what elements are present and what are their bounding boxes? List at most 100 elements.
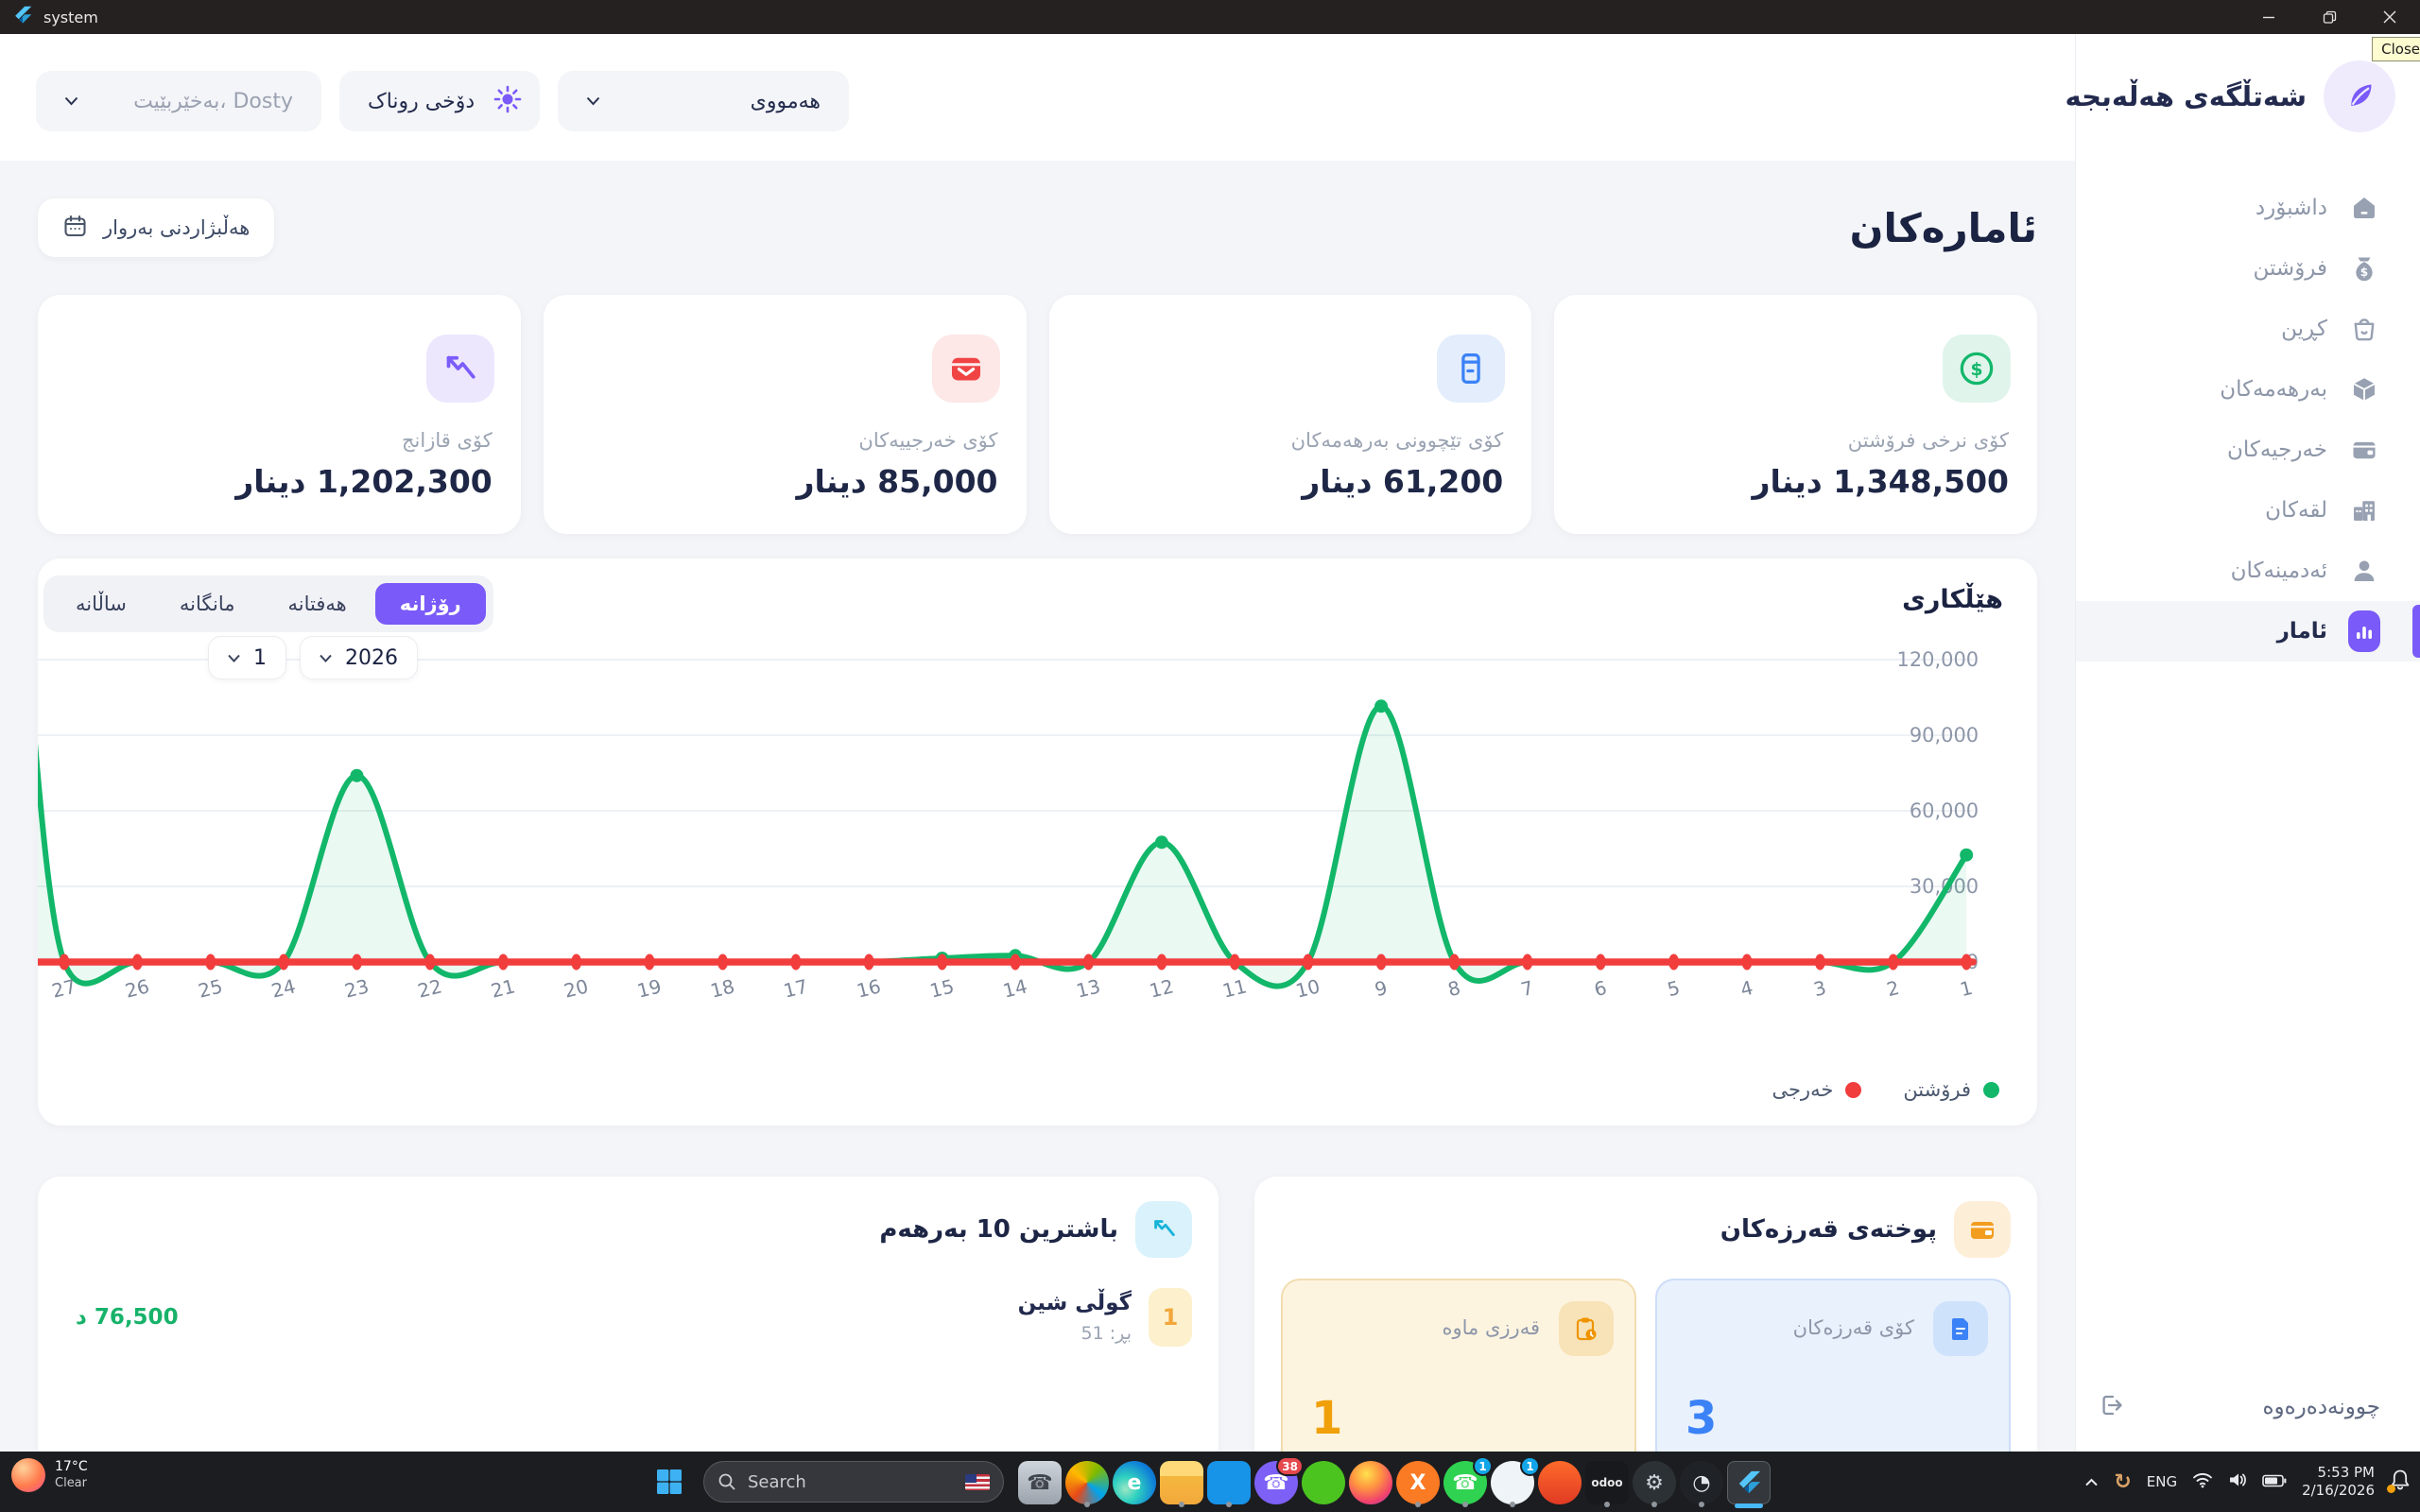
- main-content: ئامارەکان هەڵبژاردنی بەروار $ کۆی نرخی ف…: [0, 161, 2075, 1452]
- sidebar-item-admins[interactable]: ئەدمینەکان: [2076, 541, 2420, 601]
- taskbar-app-clock-app[interactable]: ◔: [1678, 1453, 1725, 1510]
- sidebar-item-stats[interactable]: ئامار: [2076, 601, 2420, 662]
- branch-filter-dropdown[interactable]: هەمووی: [558, 71, 849, 131]
- taskbar-app-whatsapp[interactable]: ☎ 1: [1442, 1453, 1493, 1510]
- stat-label: کۆی خەرجییەکان: [858, 429, 998, 452]
- svg-text:5: 5: [1665, 976, 1682, 1001]
- svg-text:23: 23: [342, 974, 371, 1002]
- close-button[interactable]: [2360, 0, 2420, 34]
- running-indicator: [1699, 1502, 1704, 1507]
- running-indicator: [1226, 1502, 1232, 1507]
- sidebar-item-expenses[interactable]: خەرجیەکان: [2076, 420, 2420, 480]
- office-icon: [1065, 1461, 1109, 1504]
- product-price: 76,500 د: [76, 1305, 179, 1330]
- notification-bell-icon[interactable]: [2387, 1469, 2411, 1495]
- svg-text:14: 14: [1001, 974, 1029, 1002]
- taskbar-app-office[interactable]: [1063, 1453, 1111, 1510]
- legend-label: خەرجی: [1772, 1078, 1834, 1101]
- legend-item: فرۆشتن: [1903, 1078, 1999, 1101]
- taskbar-app-brave[interactable]: [1536, 1453, 1583, 1510]
- buy-icon: [2348, 313, 2380, 345]
- taskbar-app-cyberduck[interactable]: 1: [1489, 1453, 1540, 1510]
- phone-link-icon: ☎: [1018, 1461, 1062, 1504]
- sidebar-item-home[interactable]: داشبۆرد: [2076, 178, 2420, 238]
- taskbar-app-phone-link[interactable]: ☎: [1016, 1453, 1063, 1510]
- svg-text:1: 1: [1958, 976, 1975, 1001]
- close-tooltip: Close: [2372, 37, 2420, 61]
- remaining-debts-card[interactable]: قەرزی ماوە 1: [1281, 1279, 1636, 1452]
- sidebar-item-sales[interactable]: $ فرۆشتن: [2076, 238, 2420, 299]
- taskbar-app-xampp[interactable]: X: [1394, 1453, 1442, 1510]
- volume-icon[interactable]: [2228, 1471, 2247, 1492]
- user-dropdown-label: بەخێربێیت، Dosty: [133, 89, 293, 113]
- stat-label: کۆی تێچوونی بەرهەمەکان: [1290, 429, 1504, 452]
- logout-icon: [2099, 1392, 2125, 1422]
- svg-text:90,000: 90,000: [1910, 724, 1979, 747]
- clock-widget[interactable]: 5:53 PM 2/16/2026: [2302, 1464, 2375, 1500]
- flutter-logo-icon: [13, 6, 32, 28]
- tray-chevron-up-icon[interactable]: [2084, 1473, 2099, 1491]
- svg-text:4: 4: [1738, 976, 1755, 1001]
- svg-text:120,000: 120,000: [1897, 648, 1979, 671]
- sidebar-item-branches[interactable]: لقەکان: [2076, 480, 2420, 541]
- legend-item: خەرجی: [1772, 1078, 1862, 1101]
- user-dropdown[interactable]: بەخێربێیت، Dosty: [36, 71, 321, 131]
- running-indicator: [1510, 1502, 1515, 1507]
- battery-icon[interactable]: [2262, 1473, 2287, 1491]
- sidebar-item-buy[interactable]: کڕین: [2076, 299, 2420, 359]
- tab-monthly[interactable]: مانگانە: [179, 593, 235, 615]
- weather-widget[interactable]: 17°C Clear: [11, 1458, 88, 1492]
- sidebar-item-label: خەرجیەکان: [2227, 438, 2327, 462]
- svg-text:9: 9: [1373, 976, 1390, 1001]
- search-box[interactable]: Search: [703, 1461, 1004, 1503]
- tray-date: 2/16/2026: [2302, 1482, 2375, 1499]
- product-quantity: بڕ: 51: [1080, 1323, 1132, 1344]
- sidebar-item-products[interactable]: بەرهەمەکان: [2076, 359, 2420, 420]
- taskbar-app-odoo[interactable]: odoo: [1583, 1453, 1631, 1510]
- logout-button[interactable]: چوونەدەرەوە: [2099, 1385, 2380, 1429]
- taskbar-app-firefox[interactable]: [1347, 1453, 1394, 1510]
- taskbar-app-file-explorer[interactable]: [1158, 1453, 1205, 1510]
- trending-icon: [1135, 1201, 1192, 1258]
- taskbar-app-settings-gear[interactable]: ⚙: [1631, 1453, 1678, 1510]
- product-list-item[interactable]: 1 گوڵی شین بڕ: 51 76,500 د: [76, 1288, 1192, 1347]
- legend-dot: [1983, 1081, 1999, 1098]
- wifi-icon[interactable]: [2192, 1471, 2213, 1492]
- language-indicator[interactable]: ENG: [2146, 1473, 2178, 1490]
- total-debts-value: 3: [1685, 1392, 1718, 1445]
- tab-weekly[interactable]: هەفتانە: [287, 593, 347, 615]
- home-icon: [2348, 192, 2380, 224]
- year-select[interactable]: 2026: [300, 636, 418, 679]
- restore-button[interactable]: [2299, 0, 2360, 34]
- sync-icon[interactable]: ↻: [2114, 1469, 2132, 1494]
- chart-legend: فرۆشتن خەرجی: [1772, 1078, 1999, 1101]
- tab-daily[interactable]: رۆژانە: [374, 583, 486, 625]
- svg-text:15: 15: [927, 974, 956, 1002]
- taskbar-app-viber[interactable]: ☎ 38: [1253, 1453, 1304, 1510]
- file-explorer-icon: [1160, 1461, 1203, 1504]
- date-picker-button[interactable]: هەڵبژاردنی بەروار: [38, 198, 275, 257]
- calendar-icon: [62, 214, 88, 243]
- xampp-icon: X: [1396, 1461, 1440, 1504]
- theme-toggle-button[interactable]: دۆخی روناک: [339, 71, 540, 131]
- flutter-taskbar-icon: [1727, 1461, 1771, 1504]
- taskbar-app-edge[interactable]: e: [1111, 1453, 1158, 1510]
- taskbar-app-flutter-app[interactable]: [1725, 1453, 1772, 1510]
- dollar-icon: $: [1943, 335, 2011, 403]
- svg-text:60,000: 60,000: [1910, 799, 1979, 822]
- tab-yearly[interactable]: ساڵانە: [76, 593, 127, 615]
- branches-icon: [2348, 494, 2380, 526]
- page-title: ئامارەکان: [1849, 204, 2037, 251]
- taskbar-app-messenger-green[interactable]: [1300, 1453, 1347, 1510]
- month-select[interactable]: 1: [208, 636, 286, 679]
- taskbar-app-vscode[interactable]: [1205, 1453, 1253, 1510]
- minimize-button[interactable]: [2238, 0, 2299, 34]
- total-debts-card[interactable]: کۆی قەرزەکان 3: [1655, 1279, 2011, 1452]
- svg-text:26: 26: [123, 974, 151, 1002]
- wallet-icon: [931, 335, 1000, 403]
- app-badge: 38: [1276, 1456, 1304, 1476]
- start-button[interactable]: [648, 1460, 691, 1503]
- remaining-debts-label: قەرزی ماوە: [1442, 1316, 1540, 1339]
- svg-text:6: 6: [1592, 976, 1609, 1001]
